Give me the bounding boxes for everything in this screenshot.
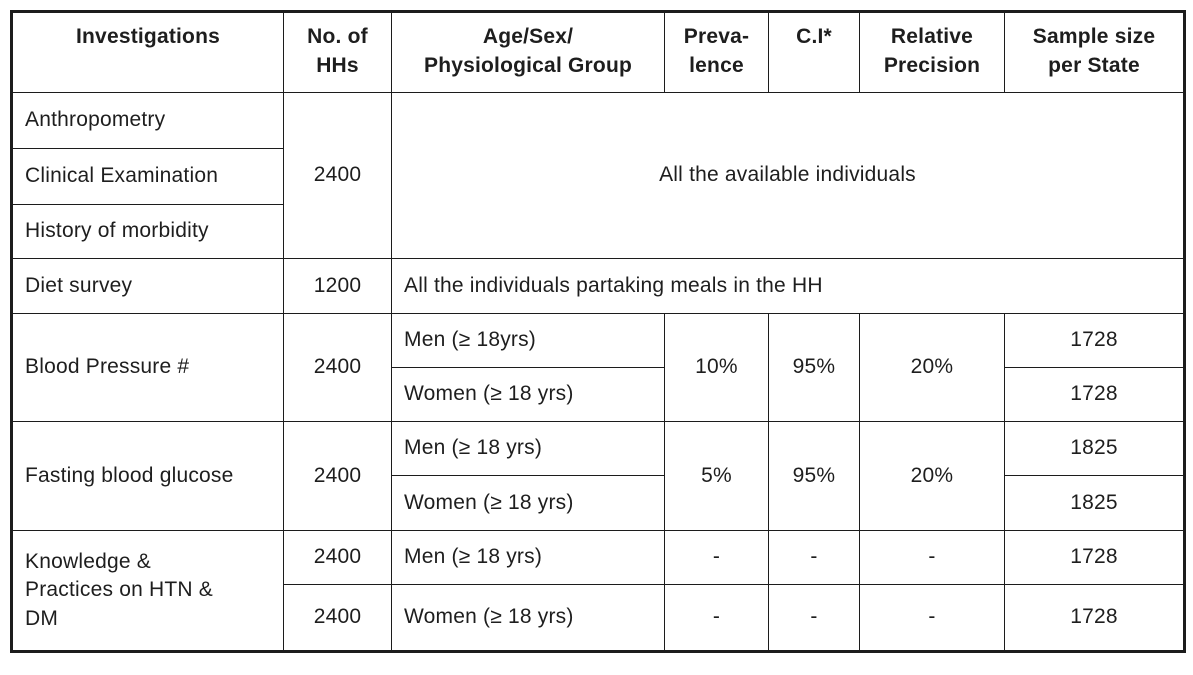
fasting-glucose-prevalence-cell: 5% (664, 421, 769, 531)
blood-pressure-cell: Blood Pressure # (11, 313, 284, 422)
row-fasting-glucose-women: Women (≥ 18 yrs) 1825 (12, 475, 1185, 531)
clinical-examination-cell: Clinical Examination (11, 148, 284, 205)
row-knowledge-practices-women: 2400 Women (≥ 18 yrs) - - - 1728 (12, 584, 1185, 652)
fasting-glucose-men-group-cell: Men (≥ 18 yrs) (391, 421, 665, 476)
survey-sample-size-table: Investigations No. of HHs Age/Sex/ Physi… (10, 10, 1186, 653)
knowledge-practices-cell: Knowledge & Practices on HTN & DM (11, 530, 284, 652)
knowledge-practices-women-hhs-cell: 2400 (283, 584, 392, 652)
fasting-glucose-women-sample-cell: 1825 (1004, 475, 1185, 531)
blood-pressure-men-group-cell: Men (≥ 18yrs) (391, 313, 665, 368)
knowledge-practices-men-sample-cell: 1728 (1004, 530, 1185, 585)
anthropometry-group-coverage-cell: All the available individuals (391, 92, 1185, 259)
header-row: Investigations No. of HHs Age/Sex/ Physi… (11, 11, 1185, 93)
diet-survey-cell: Diet survey (11, 258, 284, 314)
row-clinical-examination: Clinical Examination (11, 148, 1185, 205)
knowledge-practices-men-prevalence-cell: - (664, 530, 769, 585)
row-history-of-morbidity: History of morbidity (11, 204, 1185, 259)
header-ci: C.I* (768, 11, 860, 93)
knowledge-practices-men-hhs-cell: 2400 (283, 530, 392, 585)
row-anthropometry: Anthropometry 2400 All the available ind… (11, 92, 1185, 259)
fasting-glucose-hhs-cell: 2400 (283, 421, 392, 531)
anthropometry-group-hhs-cell: 2400 (283, 92, 392, 259)
blood-pressure-ci-cell: 95% (768, 313, 860, 422)
row-blood-pressure-men: Blood Pressure # 2400 Men (≥ 18yrs) 10% … (11, 313, 1185, 422)
header-no-of-hhs: No. of HHs (283, 11, 392, 93)
fasting-glucose-men-sample-cell: 1825 (1004, 421, 1185, 476)
row-blood-pressure-women: Women (≥ 18 yrs) 1728 (12, 367, 1185, 422)
blood-pressure-relative-precision-cell: 20% (859, 313, 1005, 422)
blood-pressure-men-sample-cell: 1728 (1004, 313, 1185, 368)
knowledge-practices-women-group-cell: Women (≥ 18 yrs) (391, 584, 665, 652)
fasting-glucose-cell: Fasting blood glucose (11, 421, 284, 531)
diet-survey-coverage-cell: All the individuals partaking meals in t… (391, 258, 1185, 314)
knowledge-practices-women-prevalence-cell: - (664, 584, 769, 652)
knowledge-practices-women-relative-precision-cell: - (859, 584, 1005, 652)
blood-pressure-women-group-cell: Women (≥ 18 yrs) (391, 367, 665, 422)
row-knowledge-practices-men: Knowledge & Practices on HTN & DM 2400 M… (11, 530, 1185, 652)
blood-pressure-prevalence-cell: 10% (664, 313, 769, 422)
fasting-glucose-ci-cell: 95% (768, 421, 860, 531)
fasting-glucose-women-group-cell: Women (≥ 18 yrs) (391, 475, 665, 531)
header-investigations: Investigations (11, 11, 284, 93)
header-age-sex-group: Age/Sex/ Physiological Group (391, 11, 665, 93)
history-of-morbidity-cell: History of morbidity (11, 204, 284, 259)
anthropometry-cell: Anthropometry (11, 92, 284, 149)
blood-pressure-hhs-cell: 2400 (283, 313, 392, 422)
header-relative-precision: Relative Precision (859, 11, 1005, 93)
knowledge-practices-women-ci-cell: - (768, 584, 860, 652)
knowledge-practices-women-sample-cell: 1728 (1004, 584, 1185, 652)
diet-survey-hhs-cell: 1200 (283, 258, 392, 314)
knowledge-practices-men-relative-precision-cell: - (859, 530, 1005, 585)
row-diet-survey: Diet survey 1200 All the individuals par… (11, 258, 1185, 314)
header-sample-size: Sample size per State (1004, 11, 1185, 93)
header-prevalence: Preva- lence (664, 11, 769, 93)
knowledge-practices-men-group-cell: Men (≥ 18 yrs) (391, 530, 665, 585)
fasting-glucose-relative-precision-cell: 20% (859, 421, 1005, 531)
blood-pressure-women-sample-cell: 1728 (1004, 367, 1185, 422)
knowledge-practices-men-ci-cell: - (768, 530, 860, 585)
row-fasting-glucose-men: Fasting blood glucose 2400 Men (≥ 18 yrs… (11, 421, 1185, 531)
